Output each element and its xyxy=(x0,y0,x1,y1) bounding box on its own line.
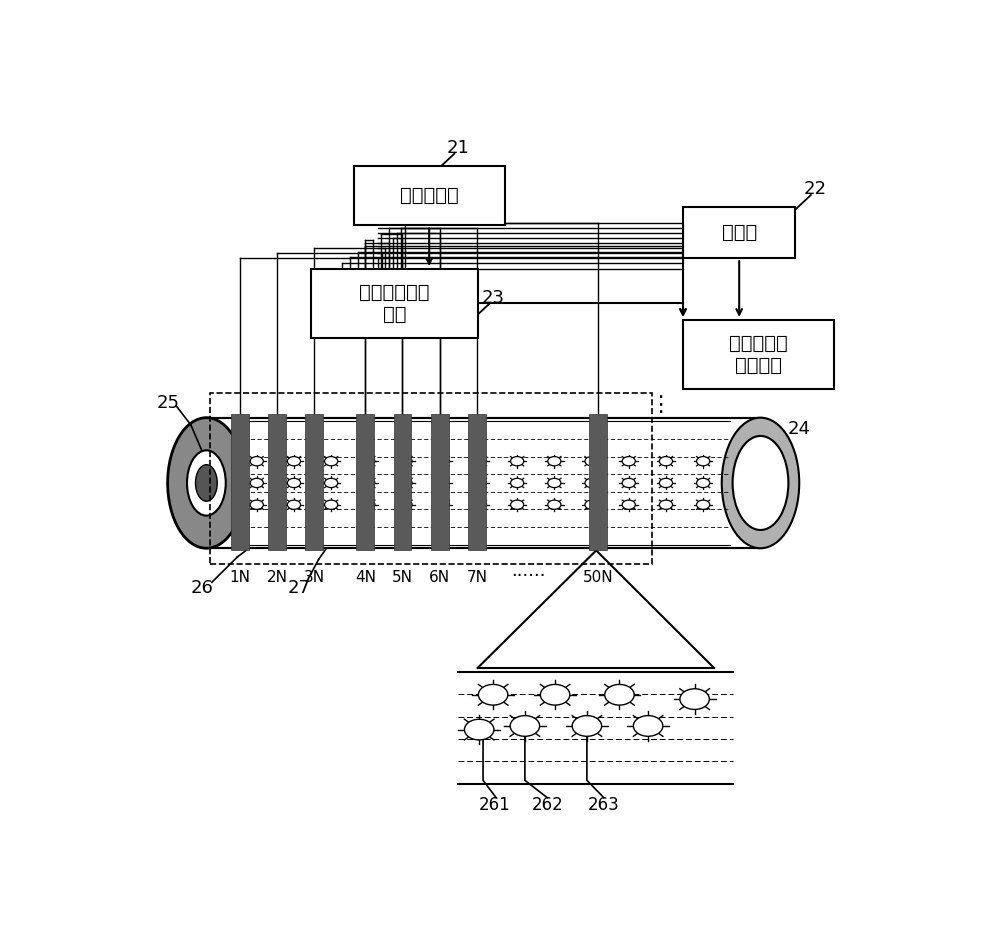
Text: 用户控制端: 用户控制端 xyxy=(400,187,459,205)
Text: 2N: 2N xyxy=(266,570,287,585)
Bar xyxy=(431,414,449,550)
Bar xyxy=(683,319,834,389)
Ellipse shape xyxy=(287,457,301,466)
Ellipse shape xyxy=(473,479,487,488)
Ellipse shape xyxy=(362,500,375,510)
Bar xyxy=(231,414,249,550)
Ellipse shape xyxy=(473,500,487,510)
Ellipse shape xyxy=(250,457,263,466)
Text: 22: 22 xyxy=(803,180,826,198)
Ellipse shape xyxy=(250,479,263,488)
Ellipse shape xyxy=(250,500,263,510)
Ellipse shape xyxy=(572,716,602,737)
Bar xyxy=(354,166,505,225)
Ellipse shape xyxy=(585,457,598,466)
Ellipse shape xyxy=(733,436,788,530)
Ellipse shape xyxy=(511,457,524,466)
Text: 21: 21 xyxy=(447,138,470,157)
Ellipse shape xyxy=(622,457,635,466)
Text: ......: ...... xyxy=(511,562,545,580)
Ellipse shape xyxy=(511,500,524,510)
Ellipse shape xyxy=(548,500,561,510)
Ellipse shape xyxy=(325,500,338,510)
Bar xyxy=(305,414,323,550)
Ellipse shape xyxy=(473,457,487,466)
Ellipse shape xyxy=(697,500,710,510)
Ellipse shape xyxy=(399,457,412,466)
Ellipse shape xyxy=(540,685,570,706)
Ellipse shape xyxy=(362,479,375,488)
Text: ⋮: ⋮ xyxy=(649,395,671,414)
Text: 6N: 6N xyxy=(429,570,450,585)
Ellipse shape xyxy=(287,500,301,510)
Ellipse shape xyxy=(548,479,561,488)
Ellipse shape xyxy=(168,417,245,548)
Text: 50N: 50N xyxy=(582,570,613,585)
Ellipse shape xyxy=(399,500,412,510)
Ellipse shape xyxy=(187,450,226,515)
Text: 光栅周期控制
系统: 光栅周期控制 系统 xyxy=(359,283,430,324)
Text: 262: 262 xyxy=(532,796,563,814)
Ellipse shape xyxy=(633,716,663,737)
Text: 7N: 7N xyxy=(466,570,487,585)
Ellipse shape xyxy=(436,500,449,510)
Ellipse shape xyxy=(548,457,561,466)
Ellipse shape xyxy=(196,464,217,501)
Ellipse shape xyxy=(325,479,338,488)
Ellipse shape xyxy=(622,479,635,488)
Text: 恒流源: 恒流源 xyxy=(722,223,757,242)
Ellipse shape xyxy=(697,479,710,488)
Ellipse shape xyxy=(605,685,634,706)
Text: 3N: 3N xyxy=(304,570,325,585)
Ellipse shape xyxy=(659,479,673,488)
Text: 5N: 5N xyxy=(392,570,413,585)
Ellipse shape xyxy=(399,479,412,488)
Text: 23: 23 xyxy=(482,289,505,307)
Bar xyxy=(268,414,286,550)
Ellipse shape xyxy=(697,457,710,466)
Ellipse shape xyxy=(478,685,508,706)
Ellipse shape xyxy=(510,716,540,737)
Ellipse shape xyxy=(436,479,449,488)
Text: 微型电磁铁
控制阵列: 微型电磁铁 控制阵列 xyxy=(729,333,788,375)
Ellipse shape xyxy=(722,417,799,548)
Text: 1N: 1N xyxy=(229,570,250,585)
Text: 24: 24 xyxy=(788,419,811,438)
Ellipse shape xyxy=(659,500,673,510)
Text: 25: 25 xyxy=(156,394,179,413)
Ellipse shape xyxy=(325,457,338,466)
Ellipse shape xyxy=(362,457,375,466)
Ellipse shape xyxy=(464,720,494,739)
Ellipse shape xyxy=(622,500,635,510)
Bar xyxy=(206,417,761,548)
Ellipse shape xyxy=(680,689,709,709)
Bar xyxy=(394,414,411,550)
Ellipse shape xyxy=(511,479,524,488)
Bar xyxy=(356,414,374,550)
Bar xyxy=(210,393,652,564)
Text: 27: 27 xyxy=(288,579,311,597)
Text: 26: 26 xyxy=(191,579,214,597)
Bar xyxy=(311,269,478,338)
Text: 261: 261 xyxy=(479,796,511,814)
Text: 4N: 4N xyxy=(355,570,376,585)
Bar xyxy=(589,414,607,550)
Ellipse shape xyxy=(287,479,301,488)
Text: 263: 263 xyxy=(588,796,620,814)
Ellipse shape xyxy=(585,479,598,488)
Ellipse shape xyxy=(659,457,673,466)
Ellipse shape xyxy=(436,457,449,466)
Ellipse shape xyxy=(585,500,598,510)
Bar xyxy=(683,207,795,258)
Bar xyxy=(468,414,486,550)
